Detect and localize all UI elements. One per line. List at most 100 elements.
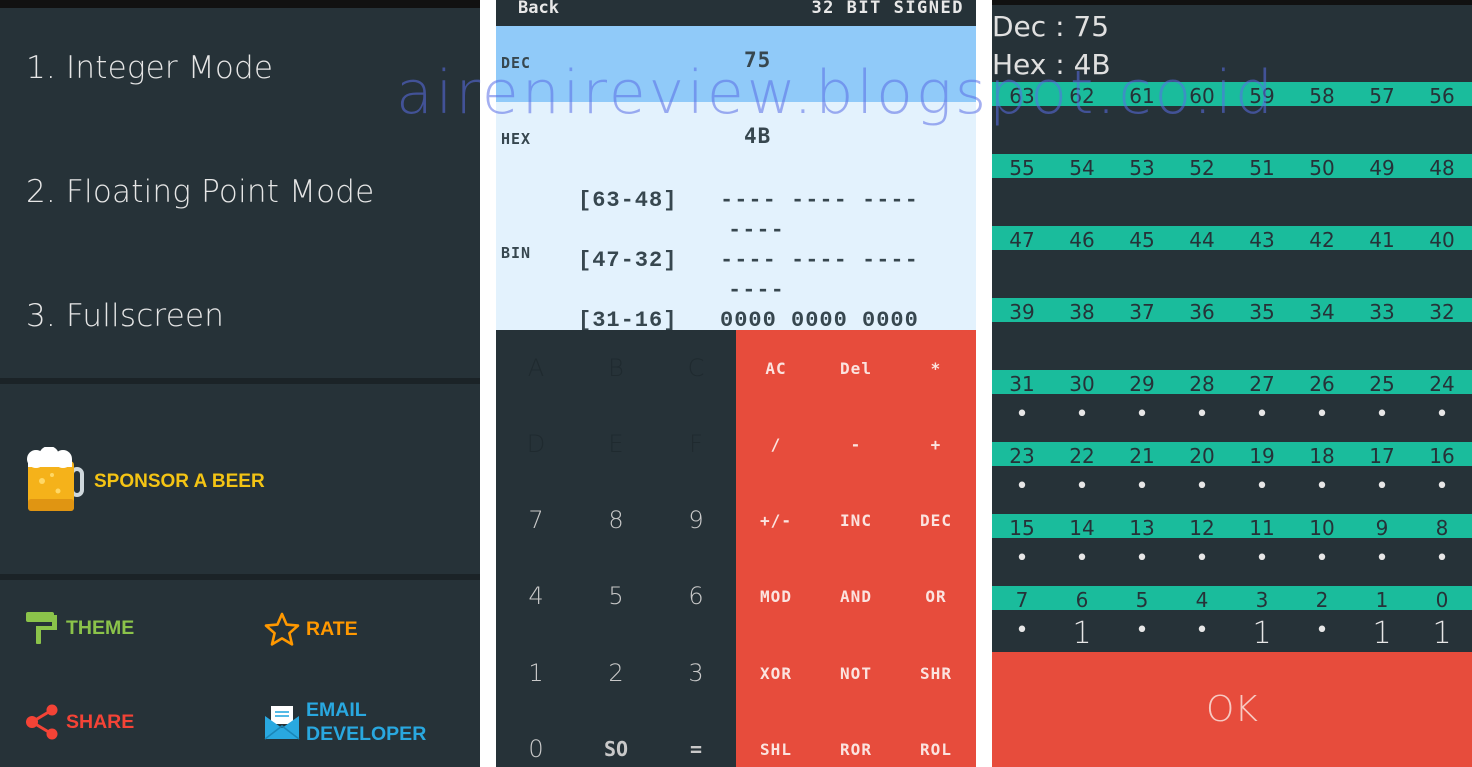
bit-toggle[interactable]: • <box>1255 546 1269 571</box>
key-d[interactable]: D <box>496 406 576 482</box>
key-ror[interactable]: ROR <box>816 711 896 767</box>
key-5[interactable]: 5 <box>576 558 656 634</box>
key-b[interactable]: B <box>576 330 656 406</box>
key-so[interactable]: SO <box>576 711 656 767</box>
key-8[interactable]: 8 <box>576 482 656 558</box>
bit-toggle[interactable]: 1 <box>1252 616 1272 651</box>
bit-toggle[interactable]: • <box>1015 618 1029 643</box>
key-del[interactable]: Del <box>816 330 896 406</box>
dec-display-row[interactable]: DEC 75 <box>496 26 976 102</box>
bit-toggle[interactable]: • <box>1195 402 1209 427</box>
bit-toggle[interactable]: • <box>1195 474 1209 499</box>
key-2[interactable]: 2 <box>576 635 656 711</box>
bit-toggle[interactable]: • <box>1135 474 1149 499</box>
key-f[interactable]: F <box>656 406 736 482</box>
beer-mug-icon <box>22 446 84 517</box>
key-1[interactable]: 1 <box>496 635 576 711</box>
status-bar <box>992 0 1472 5</box>
key-6[interactable]: 6 <box>656 558 736 634</box>
bit-toggle[interactable]: • <box>1375 546 1389 571</box>
key-not[interactable]: NOT <box>816 635 896 711</box>
bit-toggle[interactable]: • <box>1135 618 1149 643</box>
bit-position-label: 18 <box>1309 444 1335 468</box>
key-or[interactable]: OR <box>896 558 976 634</box>
bit-position-label: 63 <box>1009 84 1035 108</box>
key-7[interactable]: 7 <box>496 482 576 558</box>
theme-button[interactable]: THEME <box>24 610 134 646</box>
bit-toggle[interactable]: 1 <box>1432 616 1452 651</box>
bit-position-label: 57 <box>1369 84 1395 108</box>
key-3[interactable]: 3 <box>656 635 736 711</box>
bit-row-band <box>992 442 1472 466</box>
bit-toggle[interactable]: • <box>1375 402 1389 427</box>
rate-button[interactable]: RATE <box>264 612 358 646</box>
bit-toggle[interactable]: • <box>1015 546 1029 571</box>
bit-toggle[interactable]: • <box>1435 474 1449 499</box>
menu-item-floating-point-mode[interactable]: 2. Floating Point Mode <box>26 174 375 210</box>
key-equals[interactable]: = <box>656 711 736 767</box>
key-plus[interactable]: + <box>896 406 976 482</box>
key-multiply[interactable]: * <box>896 330 976 406</box>
bit-position-label: 41 <box>1369 228 1395 252</box>
key-9[interactable]: 9 <box>656 482 736 558</box>
bit-toggle[interactable]: • <box>1195 618 1209 643</box>
ok-button[interactable]: OK <box>992 652 1472 767</box>
bit-toggle[interactable]: • <box>1315 546 1329 571</box>
bit-toggle[interactable]: 1 <box>1072 616 1092 651</box>
bit-mode-selector[interactable]: 32 BIT SIGNED <box>811 0 964 18</box>
bit-toggle[interactable]: • <box>1075 474 1089 499</box>
bit-toggle[interactable]: • <box>1135 546 1149 571</box>
key-rol[interactable]: ROL <box>896 711 976 767</box>
bit-toggle[interactable]: • <box>1075 546 1089 571</box>
key-shr[interactable]: SHR <box>896 635 976 711</box>
calculator-panel: Back 32 BIT SIGNED DEC 75 HEX 4B BIN [63… <box>496 0 976 767</box>
bit-position-label: 51 <box>1249 156 1275 180</box>
bit-position-label: 40 <box>1429 228 1455 252</box>
key-xor[interactable]: XOR <box>736 635 816 711</box>
bit-row-band <box>992 298 1472 322</box>
sponsor-button[interactable]: SPONSOR A BEER <box>22 446 265 517</box>
key-e[interactable]: E <box>576 406 656 482</box>
key-4[interactable]: 4 <box>496 558 576 634</box>
bit-toggle[interactable]: • <box>1375 474 1389 499</box>
bit-toggle[interactable]: • <box>1315 618 1329 643</box>
key-c[interactable]: C <box>656 330 736 406</box>
bit-toggle[interactable]: • <box>1435 402 1449 427</box>
bin-range: [31-16] <box>578 308 678 330</box>
key-ac[interactable]: AC <box>736 330 816 406</box>
bit-toggle[interactable]: • <box>1255 402 1269 427</box>
key-a[interactable]: A <box>496 330 576 406</box>
back-button[interactable]: Back <box>518 0 559 18</box>
bit-toggle[interactable]: • <box>1255 474 1269 499</box>
key-dec[interactable]: DEC <box>896 482 976 558</box>
divider <box>0 378 480 384</box>
key-inc[interactable]: INC <box>816 482 896 558</box>
share-label: SHARE <box>66 711 135 733</box>
key-shl[interactable]: SHL <box>736 711 816 767</box>
menu-item-fullscreen[interactable]: 3. Fullscreen <box>26 298 225 334</box>
hex-value[interactable]: 4B <box>744 124 772 148</box>
bit-toggle[interactable]: • <box>1315 402 1329 427</box>
theme-label: THEME <box>66 617 135 639</box>
bit-toggle[interactable]: • <box>1195 546 1209 571</box>
bit-toggle[interactable]: 1 <box>1372 616 1392 651</box>
bit-position-label: 61 <box>1129 84 1155 108</box>
key-divide[interactable]: / <box>736 406 816 482</box>
bit-position-label: 27 <box>1249 372 1275 396</box>
key-mod[interactable]: MOD <box>736 558 816 634</box>
bit-toggle[interactable]: • <box>1315 474 1329 499</box>
bit-toggle[interactable]: • <box>1135 402 1149 427</box>
email-developer-button[interactable]: EMAIL DEVELOPER <box>264 698 426 746</box>
share-button[interactable]: SHARE <box>24 704 134 740</box>
top-bar: Back 32 BIT SIGNED <box>496 0 976 26</box>
menu-item-integer-mode[interactable]: 1. Integer Mode <box>26 50 274 86</box>
bit-toggle[interactable]: • <box>1015 474 1029 499</box>
key-0[interactable]: 0 <box>496 711 576 767</box>
key-negate[interactable]: +/- <box>736 482 816 558</box>
bit-toggle[interactable]: • <box>1015 402 1029 427</box>
key-and[interactable]: AND <box>816 558 896 634</box>
key-minus[interactable]: - <box>816 406 896 482</box>
bit-position-label: 59 <box>1249 84 1275 108</box>
bit-toggle[interactable]: • <box>1435 546 1449 571</box>
bit-toggle[interactable]: • <box>1075 402 1089 427</box>
